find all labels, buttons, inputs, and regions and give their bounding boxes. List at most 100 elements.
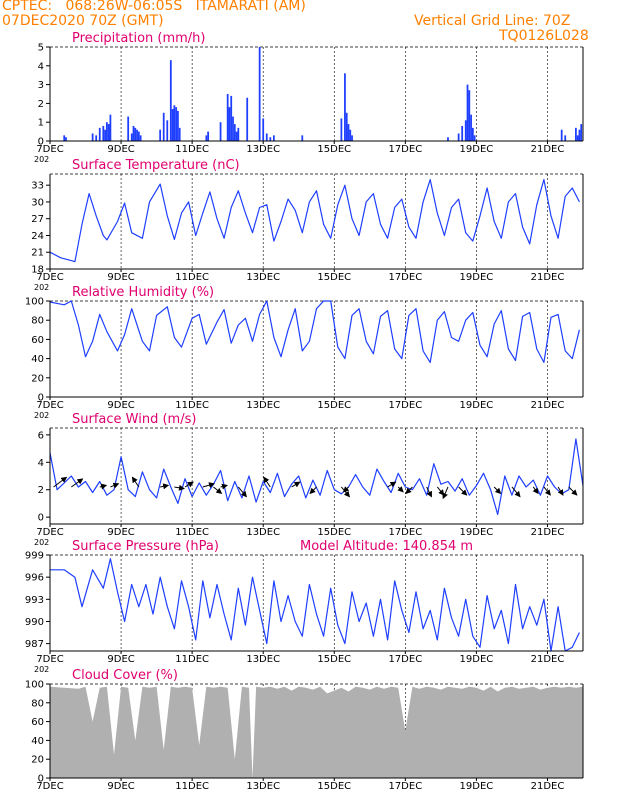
humidity-y-tick-label: 0: [38, 393, 44, 404]
humidity-y-tick-label: 80: [31, 316, 44, 327]
humidity-x-tick-label: 17DEC: [388, 400, 422, 411]
precipitation-bar: [109, 114, 112, 141]
precipitation-bar: [159, 129, 162, 141]
temperature-x-tick-label: 9DEC: [107, 272, 134, 283]
cloud-cover-x-tick-label: 17DEC: [388, 781, 422, 792]
precipitation-bar: [166, 120, 169, 141]
humidity-x-tick-label: 15DEC: [317, 400, 351, 411]
cloud-cover-x-tick-label: 15DEC: [317, 781, 351, 792]
temperature-x-tick-label: 21DEC: [531, 272, 565, 283]
precipitation-bar: [95, 135, 98, 141]
pressure-y-tick-label: 996: [25, 573, 44, 584]
precipitation-bar: [262, 118, 265, 141]
precipitation-year-stub: 202: [34, 155, 49, 164]
precipitation-bar: [226, 94, 229, 141]
precipitation-bar: [344, 73, 346, 141]
precipitation-bar: [461, 125, 464, 141]
precipitation-bar: [258, 47, 261, 141]
wind-x-tick-label: 21DEC: [531, 527, 565, 538]
pressure-year-stub: 202: [34, 665, 49, 674]
wind-vector-arrow: [436, 486, 445, 496]
cloud-cover-x-tick-label: 11DEC: [175, 781, 209, 792]
precipitation-bar: [230, 95, 233, 141]
pressure-x-tick-label: 11DEC: [175, 654, 209, 665]
precipitation-bar: [560, 129, 563, 141]
precipitation-bar: [578, 129, 581, 141]
precipitation-bar: [447, 137, 449, 141]
precipitation-bar: [471, 127, 474, 141]
cloud-cover-x-tick-label: 19DEC: [460, 781, 494, 792]
wind-x-tick-label: 11DEC: [175, 527, 209, 538]
pressure-panel: [46, 554, 584, 654]
wind-title: Surface Wind (m/s): [72, 412, 196, 427]
precipitation-bar: [207, 131, 210, 141]
wind-vector-arrow: [53, 476, 68, 488]
temperature-x-tick-label: 15DEC: [317, 272, 351, 283]
wind-vector-arrow: [291, 481, 301, 488]
humidity-x-tick-label: 19DEC: [460, 400, 494, 411]
wind-vector-arrow: [202, 482, 215, 489]
pressure-x-tick-label: 9DEC: [107, 654, 134, 665]
humidity-x-tick-label: 21DEC: [531, 400, 565, 411]
wind-y-tick-label: 0: [38, 513, 44, 524]
wind-vector-arrow: [99, 483, 108, 490]
precipitation-bar: [104, 129, 106, 141]
cloud-cover-y-tick-label: 80: [31, 698, 44, 709]
temperature-year-stub: 202: [34, 283, 49, 292]
precipitation-bar: [132, 125, 135, 141]
wind-x-tick-label: 15DEC: [317, 527, 351, 538]
wind-vector-arrow: [309, 486, 317, 495]
wind-x-tick-label: 13DEC: [246, 527, 280, 538]
precipitation-bar: [340, 118, 343, 141]
wind-year-stub: 202: [34, 538, 49, 547]
precipitation-x-tick-label: 17DEC: [388, 144, 422, 155]
wind-vector-arrow: [532, 486, 539, 495]
wind-vector-arrow: [405, 486, 413, 495]
wind-x-tick-label: 19DEC: [460, 527, 494, 538]
wind-vector-arrow: [387, 481, 397, 488]
pressure-y-tick-label: 993: [25, 595, 44, 606]
temperature-x-tick-label: 13DEC: [246, 272, 280, 283]
temperature-x-tick-label: 17DEC: [388, 272, 422, 283]
precipitation-x-tick-label: 13DEC: [246, 144, 280, 155]
header-model-id: TQ0126L028: [499, 28, 589, 44]
cloud-cover-y-tick-label: 60: [31, 717, 44, 728]
temperature-x-tick-label: 11DEC: [175, 272, 209, 283]
temperature-y-tick-label: 30: [31, 197, 44, 208]
cloud-cover-y-tick-label: 100: [25, 680, 44, 691]
wind-vector-arrow: [263, 476, 271, 488]
precipitation-bar: [351, 135, 353, 141]
wind-vector-arrow: [220, 483, 228, 490]
precipitation-bar: [246, 97, 249, 141]
pressure-x-tick-label: 21DEC: [531, 654, 565, 665]
wind-vector-arrow: [397, 486, 404, 493]
pressure-x-tick-label: 7DEC: [36, 654, 63, 665]
precipitation-bar: [173, 105, 176, 141]
humidity-y-tick-label: 20: [31, 373, 44, 384]
precipitation-x-tick-label: 11DEC: [175, 144, 209, 155]
precipitation-bar: [175, 107, 178, 141]
wind-series-line: [49, 438, 584, 515]
precipitation-y-tick-label: 2: [38, 99, 44, 110]
pressure-y-tick-label: 987: [25, 639, 44, 650]
cloud-cover-y-tick-label: 0: [38, 774, 44, 785]
temperature-y-tick-label: 24: [31, 231, 44, 242]
precipitation-bar: [564, 135, 567, 141]
precipitation-bar: [63, 135, 66, 141]
wind-vector-arrow: [543, 486, 551, 496]
precipitation-bar: [233, 124, 236, 141]
precipitation-bar: [219, 122, 222, 141]
precipitation-bar: [457, 133, 460, 141]
humidity-year-stub: 202: [34, 411, 49, 420]
header-datetime: 07DEC2020 70Z (GMT): [2, 13, 164, 29]
pressure-x-tick-label: 17DEC: [388, 654, 422, 665]
precipitation-bar: [127, 116, 130, 141]
pressure-annotation: Model Altitude: 140.854 m: [300, 539, 473, 554]
temperature-y-tick-label: 18: [31, 265, 44, 276]
temperature-y-tick-label: 21: [31, 248, 44, 259]
precipitation-bar: [91, 133, 94, 141]
cloud-cover-area: [50, 686, 583, 778]
temperature-panel: [46, 173, 584, 272]
precipitation-x-tick-label: 21DEC: [531, 144, 565, 155]
